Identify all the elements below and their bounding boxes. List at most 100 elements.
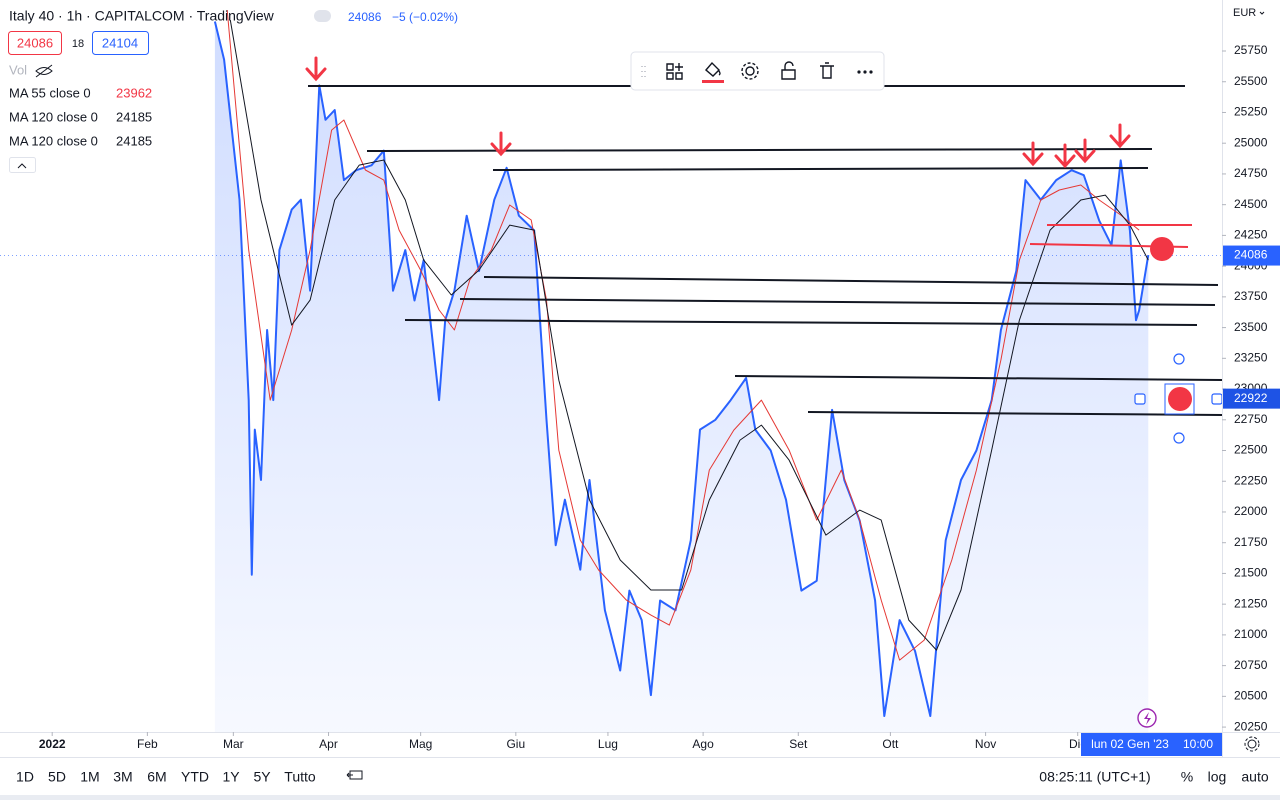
bid[interactable]: 24086 [17, 35, 53, 50]
indicator-value: 24185 [116, 133, 152, 148]
marker[interactable] [1150, 237, 1174, 261]
x-tick-label: Nov [975, 737, 996, 751]
arrows[interactable] [305, 56, 1131, 169]
y-tick-label: 23250 [1234, 350, 1268, 364]
moving-average [229, 19, 1149, 651]
x-tick-label: Giu [506, 737, 525, 751]
currency-chevron [1259, 11, 1265, 15]
scale-option[interactable]: auto [1241, 769, 1268, 785]
toggle[interactable] [314, 10, 331, 22]
legend: Italy 40 · 1h · CAPITALCOM · TradingView… [5, 8, 458, 173]
settings-gear[interactable] [1244, 736, 1260, 752]
spread: 18 [72, 38, 84, 50]
hide-icon[interactable] [35, 64, 53, 78]
indicator-name[interactable]: MA 120 close 0 [9, 133, 98, 148]
y-tick-label: 25500 [1234, 74, 1268, 88]
y-tick-label: 22500 [1234, 443, 1268, 457]
price-line [213, 21, 1150, 717]
floating-toolbar [630, 51, 885, 91]
y-tick-label: 21000 [1234, 627, 1268, 641]
ask[interactable]: 24104 [102, 35, 138, 50]
settings-icon[interactable] [745, 66, 755, 76]
buy-box[interactable] [92, 31, 149, 55]
y-tick-label: 25250 [1234, 105, 1268, 119]
y-tick-label: 22750 [1234, 412, 1268, 426]
moving-average [226, 9, 1140, 661]
y-tick-label: 23500 [1234, 320, 1268, 334]
trend-line[interactable] [492, 167, 1149, 171]
range-button[interactable]: 1M [80, 769, 99, 785]
color-icon[interactable] [705, 61, 721, 77]
range-button[interactable]: YTD [181, 769, 209, 785]
plot-area[interactable] [0, 9, 1222, 732]
range-button[interactable]: 5Y [253, 769, 271, 785]
legend-bg [5, 131, 157, 153]
y-tick-label: 25000 [1234, 135, 1268, 149]
price-label-box [1223, 388, 1280, 409]
x-tick-label: Mag [409, 737, 432, 751]
sell-box[interactable] [8, 31, 62, 55]
x-tick-label: Ott [882, 737, 899, 751]
time-axis[interactable] [0, 732, 1222, 757]
x-tick-label: Set [789, 737, 808, 751]
range-button[interactable]: 3M [113, 769, 132, 785]
scale-option[interactable]: % [1181, 769, 1193, 785]
legend-bg [5, 107, 157, 129]
y-tick-label: 23750 [1234, 289, 1268, 303]
bottom-strip [0, 795, 1280, 800]
trend-line[interactable] [483, 276, 1219, 286]
y-tick-label: 20500 [1234, 689, 1268, 703]
indicator-name[interactable]: MA 55 close 0 [9, 85, 91, 100]
y-tick-label: 20750 [1234, 658, 1268, 672]
drag-icon[interactable] [641, 66, 646, 77]
y-tick-label: 22250 [1234, 473, 1268, 487]
clock: 08:25:11 (UTC+1) [1039, 769, 1150, 785]
trend-line[interactable] [807, 411, 1223, 416]
currency[interactable]: EUR [1233, 7, 1256, 19]
price-axis[interactable] [1222, 0, 1280, 757]
handles[interactable] [1134, 353, 1223, 444]
trend-line[interactable] [459, 298, 1216, 306]
range-button[interactable]: 5D [48, 769, 66, 785]
color-swatch [702, 80, 724, 83]
x-tick-label: Mar [223, 737, 244, 751]
drawings [305, 56, 1223, 444]
range-button[interactable]: 1D [16, 769, 34, 785]
x-tick-label: 2022 [39, 737, 66, 751]
marker[interactable] [1168, 387, 1192, 411]
bottom-toolbar: 08:25:11 (UTC+1) 1D 5D 1M 3M 6M YTD 1Y 5Y Tutto%… [16, 769, 1269, 785]
y-tick-label: 21250 [1234, 596, 1268, 610]
range-button[interactable]: 6M [147, 769, 166, 785]
y-tick-label: 20250 [1234, 719, 1268, 733]
delete-icon[interactable] [820, 62, 834, 79]
price-change: −5 (−0.02%) [392, 10, 458, 24]
symbol-title[interactable]: Italy 40 · 1h · CAPITALCOM · TradingView [9, 8, 275, 24]
trend-line[interactable] [734, 375, 1223, 381]
lock-icon[interactable] [781, 61, 796, 80]
price-label: 24086 [1234, 248, 1268, 262]
compare-icon[interactable] [346, 770, 363, 780]
x-tick-label: Feb [137, 737, 158, 751]
crosshair-date: lun 02 Gen '23 [1091, 737, 1169, 751]
bolt [1144, 712, 1151, 725]
x-tick-label: Lug [598, 737, 618, 751]
collapse-icon [17, 163, 27, 169]
more-icon[interactable] [857, 70, 873, 74]
x-tick-label: Apr [319, 737, 338, 751]
range-button[interactable]: 1Y [222, 769, 240, 785]
y-tick-label: 24500 [1234, 197, 1268, 211]
volume-label[interactable]: Vol [9, 62, 27, 77]
trend-line[interactable] [404, 319, 1198, 326]
y-tick-label: 21500 [1234, 566, 1268, 580]
indicator-name[interactable]: MA 120 close 0 [9, 109, 98, 124]
scale-option[interactable]: log [1208, 769, 1227, 785]
indicator-value: 23962 [116, 85, 152, 100]
price-area [214, 21, 1149, 732]
crosshair-time-box [1081, 733, 1222, 756]
x-tick-label: Ago [692, 737, 714, 751]
y-tick-label: 22000 [1234, 504, 1268, 518]
template-icon[interactable] [666, 63, 683, 80]
range-button[interactable]: Tutto [284, 769, 316, 785]
